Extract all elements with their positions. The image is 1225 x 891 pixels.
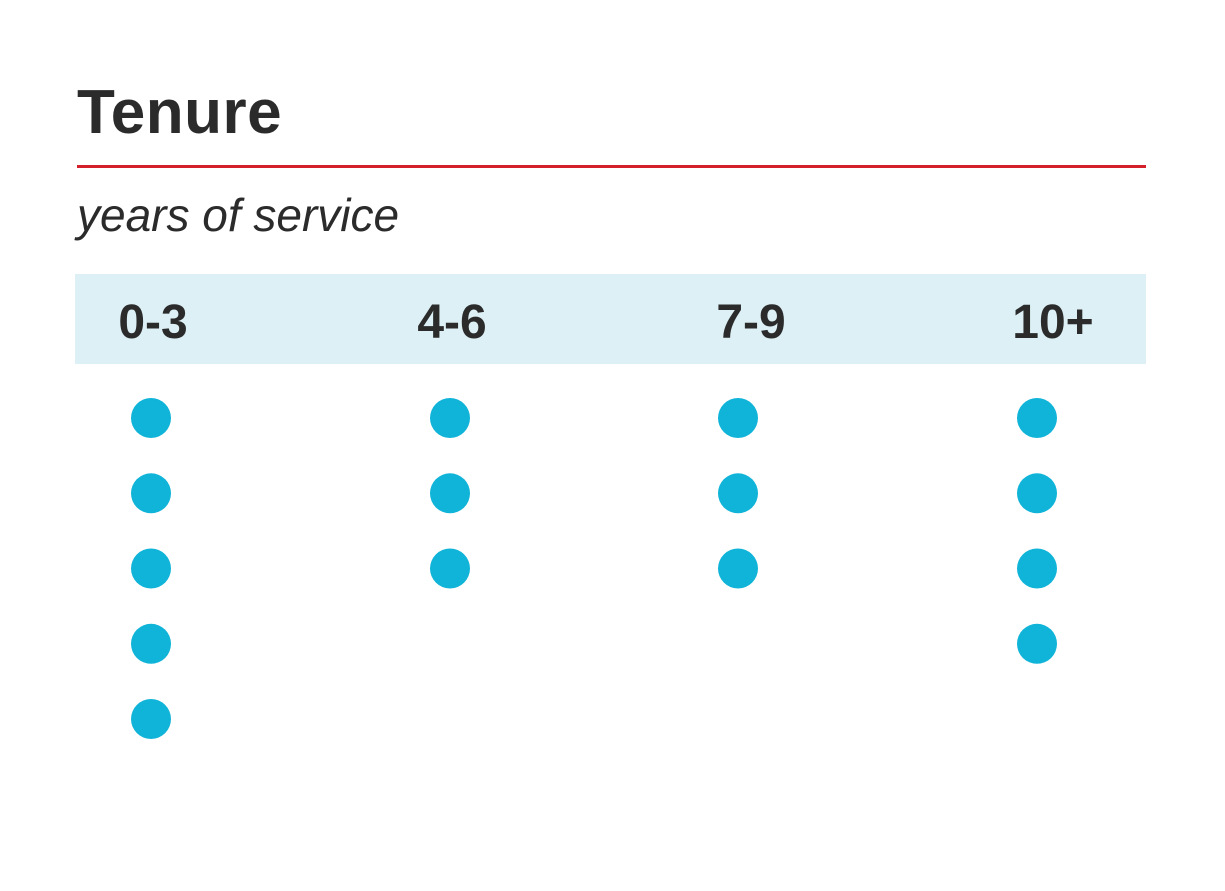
dot-0-3-1 — [131, 398, 171, 438]
dot-4-6-2 — [430, 473, 470, 514]
category-labels: 0-3 4-6 7-9 10+ — [118, 296, 1093, 349]
category-label-1: 0-3 — [118, 296, 187, 349]
dot-10+-2 — [1017, 473, 1057, 514]
dot-7-9-2 — [718, 473, 758, 514]
dot-4-6-3 — [430, 548, 470, 589]
dot-0-3-5 — [131, 699, 171, 739]
dot-10+-3 — [1017, 548, 1057, 589]
category-label-3: 7-9 — [716, 296, 785, 349]
chart-title: Tenure — [77, 78, 283, 147]
dot-0-3-3 — [131, 548, 171, 589]
category-label-2: 4-6 — [417, 296, 486, 349]
dot-7-9-1 — [718, 398, 758, 438]
dot-10+-4 — [1017, 623, 1057, 664]
dot-4-6-1 — [430, 398, 470, 438]
dot-columns — [131, 398, 1057, 739]
chart-subtitle: years of service — [77, 189, 400, 241]
dot-0-3-4 — [131, 623, 171, 664]
category-header-band — [75, 274, 1146, 364]
category-label-4: 10+ — [1012, 296, 1093, 349]
title-underline — [77, 165, 1146, 168]
dot-10+-1 — [1017, 398, 1057, 438]
dot-0-3-2 — [131, 473, 171, 514]
dot-7-9-3 — [718, 548, 758, 589]
